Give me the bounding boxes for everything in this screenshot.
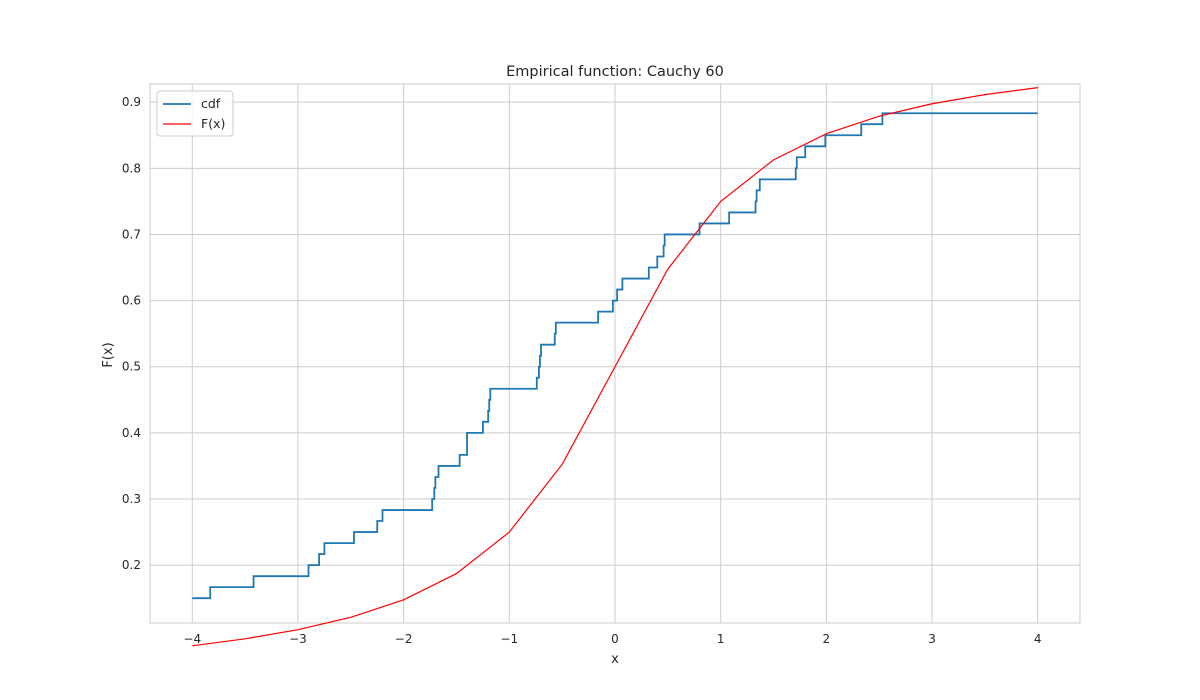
x-tick-label: −4: [183, 632, 201, 646]
y-tick-label: 0.2: [122, 558, 141, 572]
y-tick-label: 0.3: [122, 492, 141, 506]
x-tick-label: 4: [1034, 632, 1042, 646]
gridlines: [150, 84, 1080, 623]
x-tick-label: 1: [717, 632, 725, 646]
x-tick-label: 3: [928, 632, 936, 646]
legend-box: [156, 90, 234, 137]
x-tick-label: 2: [823, 632, 831, 646]
chart-title: Empirical function: Cauchy 60: [506, 64, 724, 80]
y-tick-labels: 0.2 0.3 0.4 0.5 0.6 0.7 0.8 0.9: [122, 95, 141, 572]
y-tick-label: 0.9: [122, 95, 141, 109]
x-tick-label: −2: [395, 632, 413, 646]
x-axis-label: x: [611, 652, 619, 667]
series-layer: [192, 87, 1038, 647]
x-tick-label: −1: [500, 632, 518, 646]
y-tick-label: 0.8: [122, 161, 141, 175]
y-tick-label: 0.5: [122, 360, 141, 374]
fx-curve-line: [192, 87, 1038, 647]
x-tick-label: −3: [289, 632, 307, 646]
plot-frame: [149, 83, 1081, 624]
y-axis-label: F(x): [101, 342, 116, 367]
legend-label-fx: F(x): [201, 116, 225, 131]
y-tick-label: 0.6: [122, 294, 141, 308]
x-tick-label: 0: [611, 632, 619, 646]
y-tick-label: 0.7: [122, 227, 141, 241]
legend-label-cdf: cdf: [201, 96, 221, 111]
legend: cdf F(x): [156, 90, 234, 137]
y-tick-label: 0.4: [122, 426, 141, 440]
cdf-step-line: [192, 112, 1038, 600]
x-tick-labels: −4 −3 −2 −1 0 1 2 3 4: [183, 632, 1041, 646]
